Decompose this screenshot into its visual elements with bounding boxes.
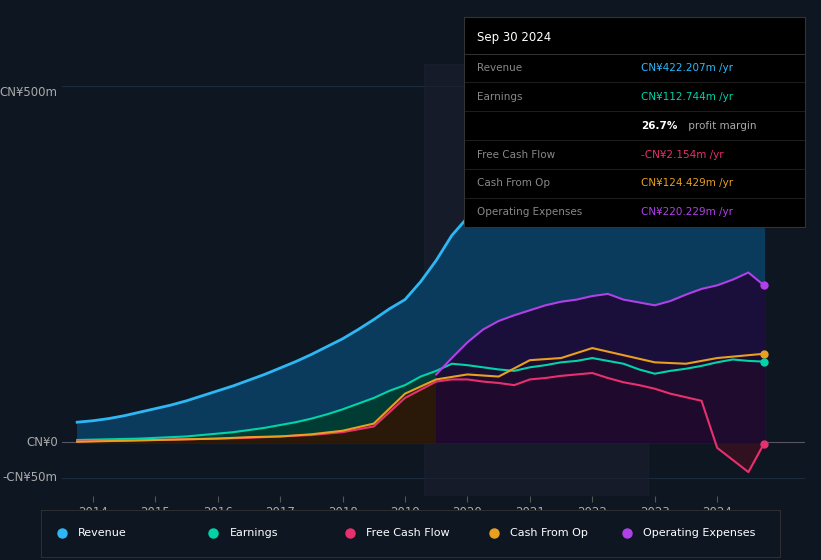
Text: Earnings: Earnings xyxy=(230,529,278,538)
Text: -CN¥50m: -CN¥50m xyxy=(2,472,57,484)
Text: CN¥124.429m /yr: CN¥124.429m /yr xyxy=(641,179,733,189)
Text: CN¥0: CN¥0 xyxy=(26,436,57,449)
Text: Revenue: Revenue xyxy=(478,63,523,73)
Text: Free Cash Flow: Free Cash Flow xyxy=(366,529,450,538)
Text: Free Cash Flow: Free Cash Flow xyxy=(478,150,556,160)
Text: Earnings: Earnings xyxy=(478,92,523,102)
Text: CN¥422.207m /yr: CN¥422.207m /yr xyxy=(641,63,733,73)
Text: Cash From Op: Cash From Op xyxy=(511,529,588,538)
Text: Operating Expenses: Operating Expenses xyxy=(478,207,583,217)
Text: CN¥220.229m /yr: CN¥220.229m /yr xyxy=(641,207,733,217)
Text: Cash From Op: Cash From Op xyxy=(478,179,551,189)
Text: Revenue: Revenue xyxy=(78,529,126,538)
Text: Sep 30 2024: Sep 30 2024 xyxy=(478,31,552,44)
Text: CN¥112.744m /yr: CN¥112.744m /yr xyxy=(641,92,733,102)
Text: CN¥500m: CN¥500m xyxy=(0,86,57,99)
Text: -CN¥2.154m /yr: -CN¥2.154m /yr xyxy=(641,150,723,160)
Text: Operating Expenses: Operating Expenses xyxy=(644,529,755,538)
Text: 26.7%: 26.7% xyxy=(641,121,677,130)
Text: profit margin: profit margin xyxy=(686,121,757,130)
Bar xyxy=(424,64,649,496)
